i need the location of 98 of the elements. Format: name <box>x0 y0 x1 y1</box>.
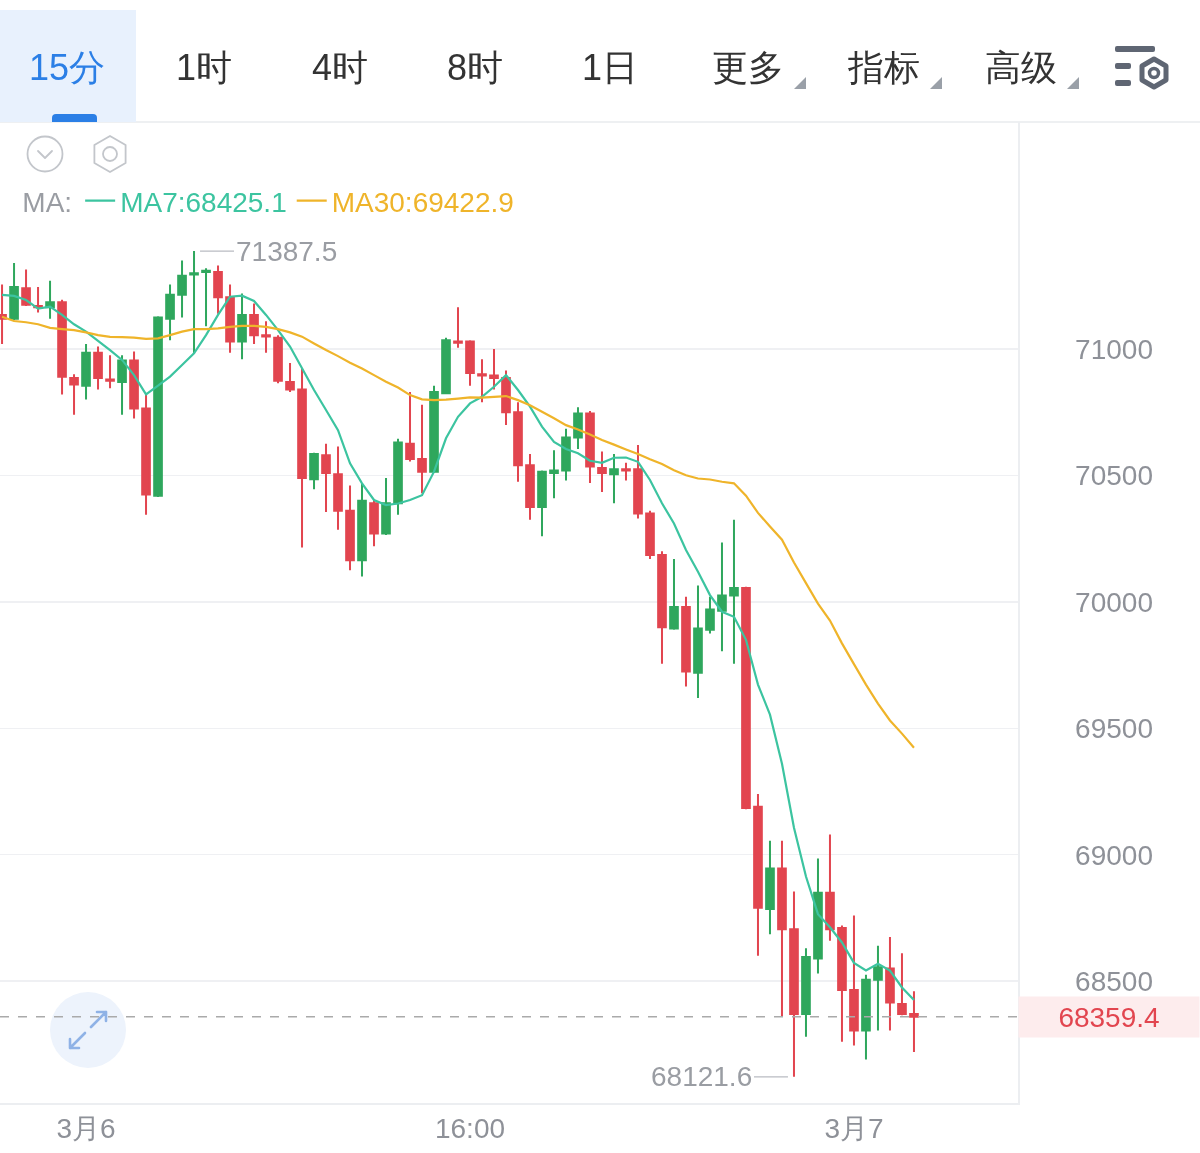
candlestick <box>837 924 847 1043</box>
line-series <box>0 293 916 1002</box>
candlestick <box>585 409 595 485</box>
candlestick <box>501 369 511 426</box>
candlestick <box>885 935 895 1032</box>
x-tick-label: 3月7 <box>824 1113 884 1145</box>
text: 4时 <box>311 47 369 88</box>
candlestick <box>273 334 283 385</box>
text: 高级 <box>985 47 1057 88</box>
candlestick <box>789 890 799 1078</box>
candlestick <box>441 336 451 395</box>
candlestick <box>285 361 295 394</box>
candlestick <box>561 427 571 482</box>
ref-line-label: 68359.4 <box>1058 1001 1160 1033</box>
x-tick-label: 16:00 <box>434 1113 506 1145</box>
candlestick <box>117 354 127 416</box>
candlestick <box>33 286 43 314</box>
candlestick <box>897 952 907 1017</box>
y-tick-label: 70500 <box>1075 460 1153 492</box>
candlestick <box>573 406 583 450</box>
text: 指标 <box>848 47 920 88</box>
candlestick <box>261 320 271 354</box>
candlestick <box>417 403 427 495</box>
candlestick <box>489 348 499 391</box>
candlestick <box>681 595 691 688</box>
candlestick <box>825 833 835 942</box>
candlestick <box>909 990 919 1053</box>
candlestick <box>9 262 19 321</box>
candlestick <box>477 358 487 404</box>
candlestick <box>657 550 667 665</box>
candlestick <box>849 914 859 1047</box>
candlestick <box>237 292 247 361</box>
candlestick <box>549 449 559 500</box>
candlestick <box>213 264 223 315</box>
text: 更多 <box>712 47 784 88</box>
candlestick <box>309 451 319 491</box>
legend-title: MA: <box>22 187 73 219</box>
candlestick <box>609 452 619 505</box>
candlestick <box>141 393 151 516</box>
candlestick <box>393 437 403 516</box>
candlestick <box>369 498 379 548</box>
annotation: 68121.6 <box>651 1061 753 1092</box>
legend-label: MA30:69422.9 <box>331 186 514 218</box>
candlestick <box>765 839 775 936</box>
candlestick <box>801 947 811 1038</box>
y-tick-label: 68500 <box>1075 965 1153 997</box>
candlestick <box>633 444 643 520</box>
candlestick <box>597 450 607 493</box>
candlestick <box>201 267 211 328</box>
candlestick <box>165 283 175 342</box>
candlestick <box>513 401 523 483</box>
candlestick <box>93 345 103 391</box>
y-tick-label: 71000 <box>1075 333 1153 365</box>
candlestick <box>861 973 871 1061</box>
candlestick <box>333 445 343 531</box>
candlestick <box>45 279 55 320</box>
line-series <box>0 315 916 749</box>
candlestick <box>453 306 463 349</box>
text: 1时 <box>175 47 233 88</box>
y-tick-label: 70000 <box>1075 586 1153 618</box>
candlestick <box>705 595 715 635</box>
candlestick <box>717 541 727 653</box>
candlestick <box>345 484 355 572</box>
annotation: 71387.5 <box>236 236 338 267</box>
candlestick <box>465 339 475 387</box>
candlestick <box>729 518 739 665</box>
candlestick <box>69 373 79 416</box>
y-tick-label: 69500 <box>1075 713 1153 745</box>
candlestick <box>57 298 67 396</box>
y-tick-label: 69000 <box>1075 839 1153 871</box>
candlestick <box>813 857 823 975</box>
candlestick <box>645 509 655 560</box>
candlestick <box>621 461 631 482</box>
x-tick-label: 3月6 <box>56 1113 116 1145</box>
candlestick <box>321 442 331 514</box>
text: 8时 <box>446 47 504 88</box>
candlestick <box>225 283 235 354</box>
candlestick <box>381 476 391 536</box>
candlestick <box>357 482 367 578</box>
candlestick <box>297 367 307 549</box>
candlestick <box>429 384 439 474</box>
candlestick <box>753 793 763 957</box>
legend-label: MA7:68425.1 <box>120 186 287 218</box>
candlestick <box>537 469 547 538</box>
candlestick <box>105 354 115 390</box>
candlestick <box>777 839 787 1018</box>
candlestick <box>177 259 187 319</box>
candlestick <box>741 585 751 811</box>
candlestick <box>525 452 535 521</box>
text: 15分 <box>28 47 106 88</box>
candlestick <box>81 342 91 401</box>
candlestick <box>693 584 703 699</box>
candlestick <box>129 350 139 420</box>
text: 1日 <box>581 47 639 88</box>
candlestick <box>873 944 883 1032</box>
candlestick <box>669 557 679 631</box>
candlestick <box>405 391 415 463</box>
candlestick <box>153 315 163 498</box>
